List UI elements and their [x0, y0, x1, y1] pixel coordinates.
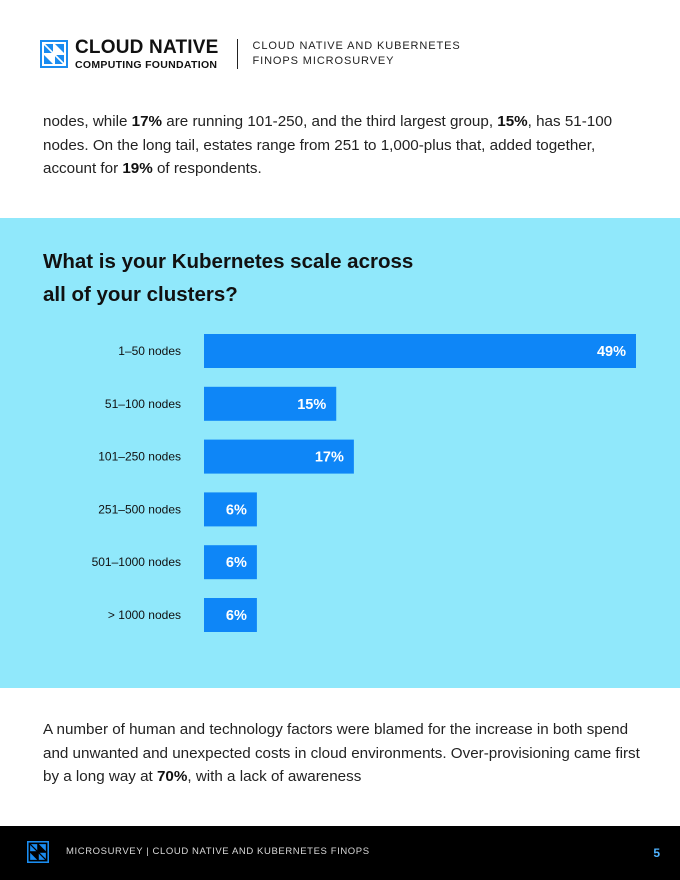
header-divider	[236, 39, 238, 69]
cncf-logo-icon	[27, 841, 49, 863]
chart-section: 1–50 nodes 49% 51–100 nodes 15% 101–250 node…	[0, 218, 680, 688]
outro-text: A number of human and technology factors…	[43, 721, 640, 785]
header-subtitle: CLOUD NATIVE AND KUBERNETES FINOPS MICRO…	[253, 39, 461, 69]
category-label: 51–100 nodes	[105, 397, 181, 411]
footer-text: MICROSURVEY | CLOUD NATIVE AND KUBERNETE…	[66, 846, 370, 857]
bar	[204, 545, 257, 580]
chart-title: What is your Kubernetes scale across all…	[43, 250, 414, 306]
value-label: 6%	[226, 608, 247, 624]
category-label: 251–500 nodes	[98, 502, 181, 516]
bar-chart: 1–50 nodes 49% 51–100 nodes 15% 101–250 node…	[92, 334, 636, 632]
category-label: 101–250 nodes	[98, 450, 181, 464]
outro-paragraph: A number of human and technology factors…	[43, 718, 643, 789]
value-label: 6%	[226, 502, 247, 518]
bar	[204, 439, 354, 474]
outro-text: , with a lack of awareness	[187, 768, 362, 785]
page-number: 5	[653, 846, 660, 860]
page-footer: MICROSURVEY | CLOUD NATIVE AND KUBERNETE…	[0, 826, 680, 880]
logo-text: CLOUD NATIVE COMPUTING FOUNDATION	[75, 38, 219, 71]
intro-paragraph: nodes, while 17% are running 101-250, an…	[43, 110, 643, 181]
intro-stat: 17%	[131, 113, 163, 130]
cncf-logo-icon	[40, 40, 68, 68]
intro-stat: 15%	[497, 113, 528, 130]
intro-text: , has 51-100 nodes. On the long tail, es…	[43, 113, 613, 177]
value-label: 6%	[226, 555, 247, 571]
bar	[204, 492, 257, 527]
value-label: 15%	[297, 397, 326, 413]
intro-text: nodes, while	[43, 113, 132, 130]
header-subtitle-line2: FINOPS MICROSURVEY	[252, 55, 395, 67]
bar	[204, 598, 257, 632]
header-subtitle-line1: CLOUD NATIVE AND KUBERNETES	[252, 40, 461, 52]
value-label: 17%	[315, 450, 344, 466]
intro-text: are running 101-250, and the third large…	[162, 113, 498, 130]
category-label: 1–50 nodes	[118, 344, 181, 358]
category-label: 501–1000 nodes	[92, 555, 181, 569]
category-label: > 1000 nodes	[108, 608, 181, 622]
intro-stat: 19%	[122, 160, 153, 177]
value-label: 49%	[597, 344, 626, 360]
bar	[204, 334, 636, 368]
outro-stat: 70%	[156, 768, 188, 785]
logo-line1: CLOUD NATIVE	[75, 36, 219, 58]
intro-text: of respondents.	[152, 160, 262, 177]
bar	[204, 386, 337, 421]
logo-line2: COMPUTING FOUNDATION	[75, 58, 218, 71]
page-header: CLOUD NATIVE COMPUTING FOUNDATION CLOUD …	[40, 36, 461, 72]
